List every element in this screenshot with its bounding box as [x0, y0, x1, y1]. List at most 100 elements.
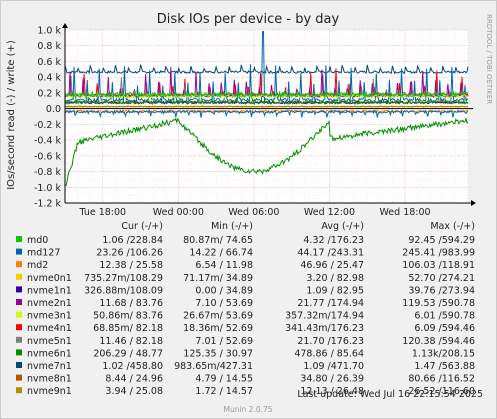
legend-avg-md2: 46.96 / 25.47	[300, 260, 364, 271]
legend-min-nvme2n1: 7.10 / 53.69	[195, 298, 253, 309]
x-tick-label: Wed 12:00	[304, 207, 355, 218]
legend-max-nvme5n1: 120.38 /594.46	[402, 336, 475, 347]
legend-min-md2: 6.54 / 11.98	[195, 260, 253, 271]
legend-name-nvme3n1: nvme3n1	[27, 311, 72, 322]
legend-min-md127: 14.22 / 66.74	[189, 248, 253, 259]
legend-min-nvme5n1: 7.01 / 52.69	[195, 336, 253, 347]
legend-max-md0: 92.45 /594.29	[408, 235, 475, 246]
legend-avg-nvme1n1: 1.09 / 82.95	[306, 285, 364, 296]
legend-swatch-nvme2n1	[16, 299, 22, 305]
y-tick-label: -1.2 k	[34, 199, 62, 210]
legend-swatch-nvme6n1	[16, 349, 22, 356]
series-line-nvme9n1	[64, 105, 469, 108]
legend-cur-md127: 23.26 /106.26	[96, 248, 163, 259]
legend-min-nvme6n1: 125.35 / 30.97	[183, 348, 253, 359]
legend-cur-nvme8n1: 8.44 / 24.96	[105, 374, 163, 385]
y-tick-label: 1.0 k	[37, 26, 61, 37]
x-axis: Tue 18:00 Wed 00:00 Wed 06:00 Wed 12:00 Wed …	[78, 207, 430, 218]
legend-min-nvme7n1: 983.65m/427.31	[174, 361, 253, 372]
series-line-nvme6n1-write	[64, 99, 469, 106]
x-tick-label: Wed 18:00	[379, 207, 430, 218]
legend-max-nvme8n1: 80.66 /116.52	[408, 374, 475, 385]
legend-max-nvme4n1: 6.09 /594.46	[414, 323, 475, 334]
series-line-md0	[64, 90, 469, 99]
series-line-nvme7n1	[64, 64, 469, 75]
y-tick-label: 0.8 k	[37, 41, 61, 52]
last-update: Last update: Wed Jul 16 22:15:54 2025	[297, 389, 483, 400]
x-tick-label: Tue 18:00	[78, 207, 126, 218]
legend-max-nvme6n1: 1.13k/208.15	[412, 348, 475, 359]
legend-name-nvme0n1: nvme0n1	[27, 273, 72, 284]
legend-name-nvme9n1: nvme9n1	[27, 386, 72, 397]
legend-cur-md2: 12.38 / 25.58	[99, 260, 163, 271]
legend-avg-nvme7n1: 1.09 /471.70	[303, 361, 364, 372]
legend-swatch-nvme4n1	[16, 324, 22, 331]
legend-name-nvme1n1: nvme1n1	[27, 285, 72, 296]
legend-min-nvme8n1: 4.79 / 14.55	[195, 374, 253, 385]
legend-swatch-md2	[16, 261, 22, 268]
legend-max-nvme9n1: 26.52 /116.60	[408, 386, 475, 397]
series-line-nvme6n1-read	[64, 117, 469, 187]
legend-name-nvme2n1: nvme2n1	[27, 298, 72, 309]
legend-avg-nvme3n1: 357.32m/174.94	[285, 311, 364, 322]
legend-cur-nvme0n1: 735.27m/108.29	[84, 273, 163, 284]
legend-swatch-nvme8n1	[16, 374, 22, 381]
series-line-md127-read	[64, 109, 468, 119]
legend-avg-nvme4n1: 341.43m/176.23	[285, 323, 364, 334]
legend-max-nvme1n1: 39.76 /273.94	[408, 285, 475, 296]
y-axis-arrow	[62, 23, 68, 28]
legend-cur-md0: 1.06 /228.84	[102, 235, 163, 246]
legend-max-md127: 245.41 /983.99	[402, 248, 475, 259]
legend-cur-nvme5n1: 11.46 / 82.18	[99, 336, 163, 347]
y-axis-label: IOs/second read (-) / write (+)	[6, 40, 17, 190]
grid	[64, 29, 469, 204]
legend-avg-nvme6n1: 478.86 / 85.64	[294, 348, 364, 359]
legend-name-nvme4n1: nvme4n1	[27, 323, 72, 334]
y-tick-label: -0.2 k	[34, 120, 62, 131]
legend-swatch-nvme7n1	[16, 362, 22, 368]
x-axis-arrow	[471, 200, 476, 206]
y-tick-label: 0.0	[46, 104, 61, 115]
y-tick-label: -0.4 k	[34, 136, 62, 147]
legend-swatch-md127	[16, 248, 22, 255]
legend-min-nvme9n1: 1.72 / 14.57	[195, 386, 253, 397]
legend-swatch-nvme5n1	[16, 336, 22, 343]
legend-cur-nvme7n1: 1.02 /458.80	[102, 361, 163, 372]
legend-avg-nvme9n1: 12.13 / 26.48	[300, 386, 364, 397]
legend-min-nvme4n1: 18.36m/ 52.69	[183, 323, 253, 334]
legend-max-nvme3n1: 6.01 /590.78	[414, 311, 475, 322]
y-tick-label: -0.8 k	[34, 167, 62, 178]
legend-min-md0: 80.87m/ 74.65	[183, 235, 253, 246]
legend-cur-nvme9n1: 3.94 / 25.08	[105, 386, 163, 397]
legend-avg-md0: 4.32 /176.23	[303, 235, 364, 246]
legend-swatch-nvme1n1	[16, 286, 22, 293]
legend-max-nvme0n1: 52.70 /274.21	[408, 273, 475, 284]
legend-cur-nvme1n1: 326.88m/108.09	[84, 285, 163, 296]
x-tick-label: Wed 06:00	[228, 207, 279, 218]
legend: Cur (-/+) Min (-/+) Avg (-/+) Max (-/+) …	[16, 221, 475, 397]
legend-name-nvme7n1: nvme7n1	[27, 361, 72, 372]
legend-swatch-md0	[16, 236, 22, 242]
legend-swatch-nvme3n1	[16, 311, 22, 318]
legend-avg-md127: 44.17 /243.31	[297, 248, 364, 259]
legend-max-md2: 106.03 /118.91	[402, 260, 475, 271]
legend-name-nvme6n1: nvme6n1	[27, 348, 72, 359]
watermark: RRDTOOL / TOBI OETIKER	[485, 14, 493, 104]
y-tick-label: -1.0 k	[34, 183, 62, 194]
series-lines	[64, 31, 469, 187]
legend-cur-nvme4n1: 68.85m/ 82.18	[93, 323, 163, 334]
legend-name-md127: md127	[27, 248, 60, 259]
y-axis: 1.0 k 0.8 k 0.6 k 0.4 k 0.2 k 0.0 -0.2 k -0.4 k…	[34, 26, 62, 210]
y-tick-label: 0.4 k	[37, 73, 61, 84]
legend-name-md2: md2	[27, 260, 48, 271]
x-tick-label: Wed 00:00	[153, 207, 204, 218]
legend-cur-nvme3n1: 50.86m/ 83.76	[93, 311, 163, 322]
legend-min-nvme0n1: 71.17m/ 34.89	[183, 273, 253, 284]
legend-cur-nvme2n1: 11.68 / 83.76	[99, 298, 163, 309]
legend-avg-nvme8n1: 34.80 / 26.39	[300, 374, 364, 385]
legend-avg-nvme2n1: 21.77 /174.94	[297, 298, 364, 309]
legend-max-nvme2n1: 119.53 /590.78	[402, 298, 475, 309]
legend-min-nvme1n1: 0.00 / 34.89	[195, 285, 253, 296]
